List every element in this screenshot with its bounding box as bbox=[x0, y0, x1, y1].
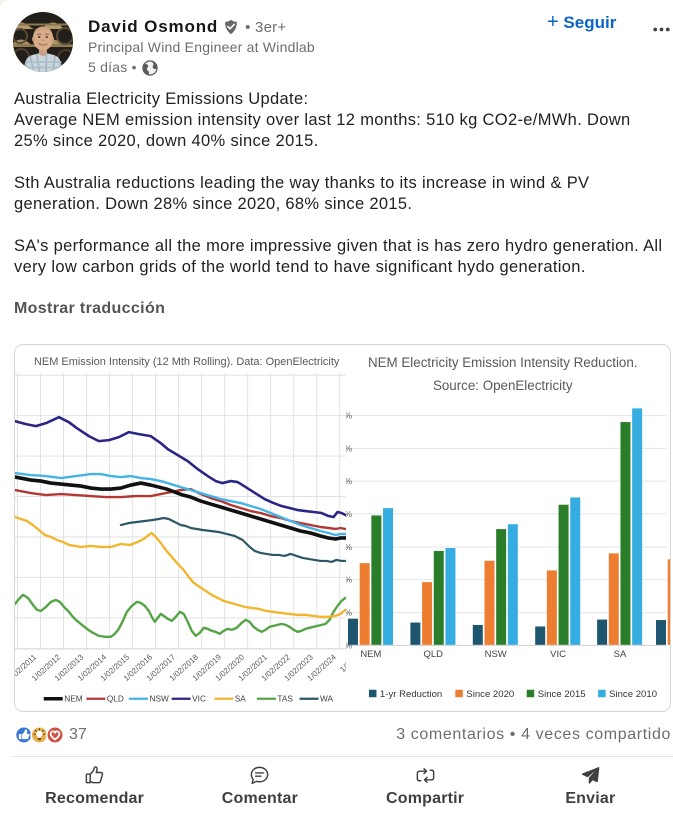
svg-text:NEM: NEM bbox=[64, 695, 82, 704]
svg-text:WA: WA bbox=[320, 695, 333, 704]
svg-text:0%: 0% bbox=[346, 411, 352, 421]
svg-text:Since 2020: Since 2020 bbox=[466, 689, 514, 700]
svg-text:0%: 0% bbox=[346, 575, 352, 585]
svg-text:QLD: QLD bbox=[423, 649, 443, 660]
svg-text:NEM: NEM bbox=[360, 649, 381, 660]
svg-text:Since 2015: Since 2015 bbox=[537, 689, 585, 700]
svg-text:0%: 0% bbox=[346, 542, 352, 552]
svg-text:0%: 0% bbox=[346, 476, 352, 486]
svg-text:1/02/2: 1/02/2 bbox=[338, 652, 345, 674]
svg-text:Since 2010: Since 2010 bbox=[609, 689, 657, 700]
svg-text:0%: 0% bbox=[346, 443, 352, 453]
svg-text:Source: OpenElectricity: Source: OpenElectricity bbox=[432, 378, 572, 393]
svg-text:0%: 0% bbox=[346, 608, 352, 618]
svg-text:VIC: VIC bbox=[192, 695, 206, 704]
svg-text:NSW: NSW bbox=[149, 695, 168, 704]
svg-text:0%: 0% bbox=[346, 640, 352, 650]
svg-text:NEM Emission Intensity (12 Mth: NEM Emission Intensity (12 Mth Rolling).… bbox=[34, 356, 340, 368]
svg-text:NEM Electricity Emission Inten: NEM Electricity Emission Intensity Reduc… bbox=[368, 355, 638, 370]
svg-text:VIC: VIC bbox=[550, 649, 566, 660]
svg-text:1-yr Reduction: 1-yr Reduction bbox=[379, 689, 441, 700]
svg-text:SA: SA bbox=[613, 649, 626, 660]
svg-text:QLD: QLD bbox=[107, 695, 124, 704]
svg-text:TAS: TAS bbox=[277, 695, 293, 704]
svg-text:0%: 0% bbox=[346, 509, 352, 519]
svg-text:NSW: NSW bbox=[484, 649, 506, 660]
svg-text:SA: SA bbox=[235, 695, 247, 704]
